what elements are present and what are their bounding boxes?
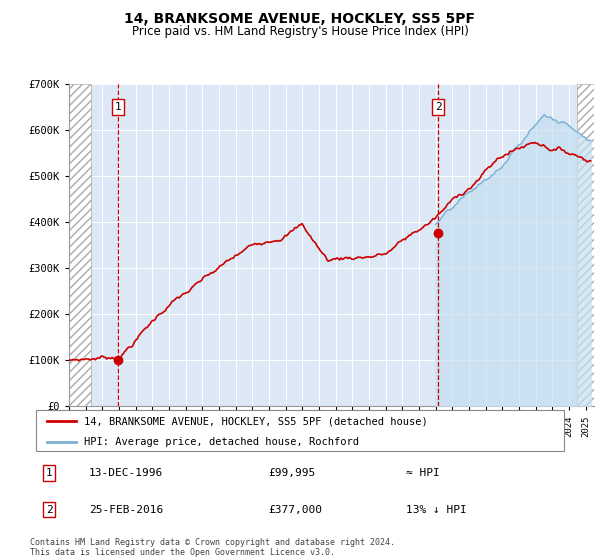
Text: 14, BRANKSOME AVENUE, HOCKLEY, SS5 5PF: 14, BRANKSOME AVENUE, HOCKLEY, SS5 5PF	[125, 12, 476, 26]
Text: 2: 2	[46, 505, 53, 515]
Bar	[69, 84, 91, 406]
Text: £377,000: £377,000	[268, 505, 322, 515]
Text: HPI: Average price, detached house, Rochford: HPI: Average price, detached house, Roch…	[83, 437, 359, 447]
Text: Contains HM Land Registry data © Crown copyright and database right 2024.
This d: Contains HM Land Registry data © Crown c…	[30, 538, 395, 557]
Text: 1: 1	[46, 468, 53, 478]
Text: 13-DEC-1996: 13-DEC-1996	[89, 468, 163, 478]
Text: 2: 2	[435, 102, 442, 112]
Text: 13% ↓ HPI: 13% ↓ HPI	[406, 505, 466, 515]
Text: ≈ HPI: ≈ HPI	[406, 468, 439, 478]
Text: 25-FEB-2016: 25-FEB-2016	[89, 505, 163, 515]
Text: £99,995: £99,995	[268, 468, 316, 478]
Text: 14, BRANKSOME AVENUE, HOCKLEY, SS5 5PF (detached house): 14, BRANKSOME AVENUE, HOCKLEY, SS5 5PF (…	[83, 417, 427, 426]
FancyBboxPatch shape	[36, 410, 564, 451]
Text: 1: 1	[115, 102, 122, 112]
Bar	[577, 84, 594, 406]
Text: Price paid vs. HM Land Registry's House Price Index (HPI): Price paid vs. HM Land Registry's House …	[131, 25, 469, 38]
